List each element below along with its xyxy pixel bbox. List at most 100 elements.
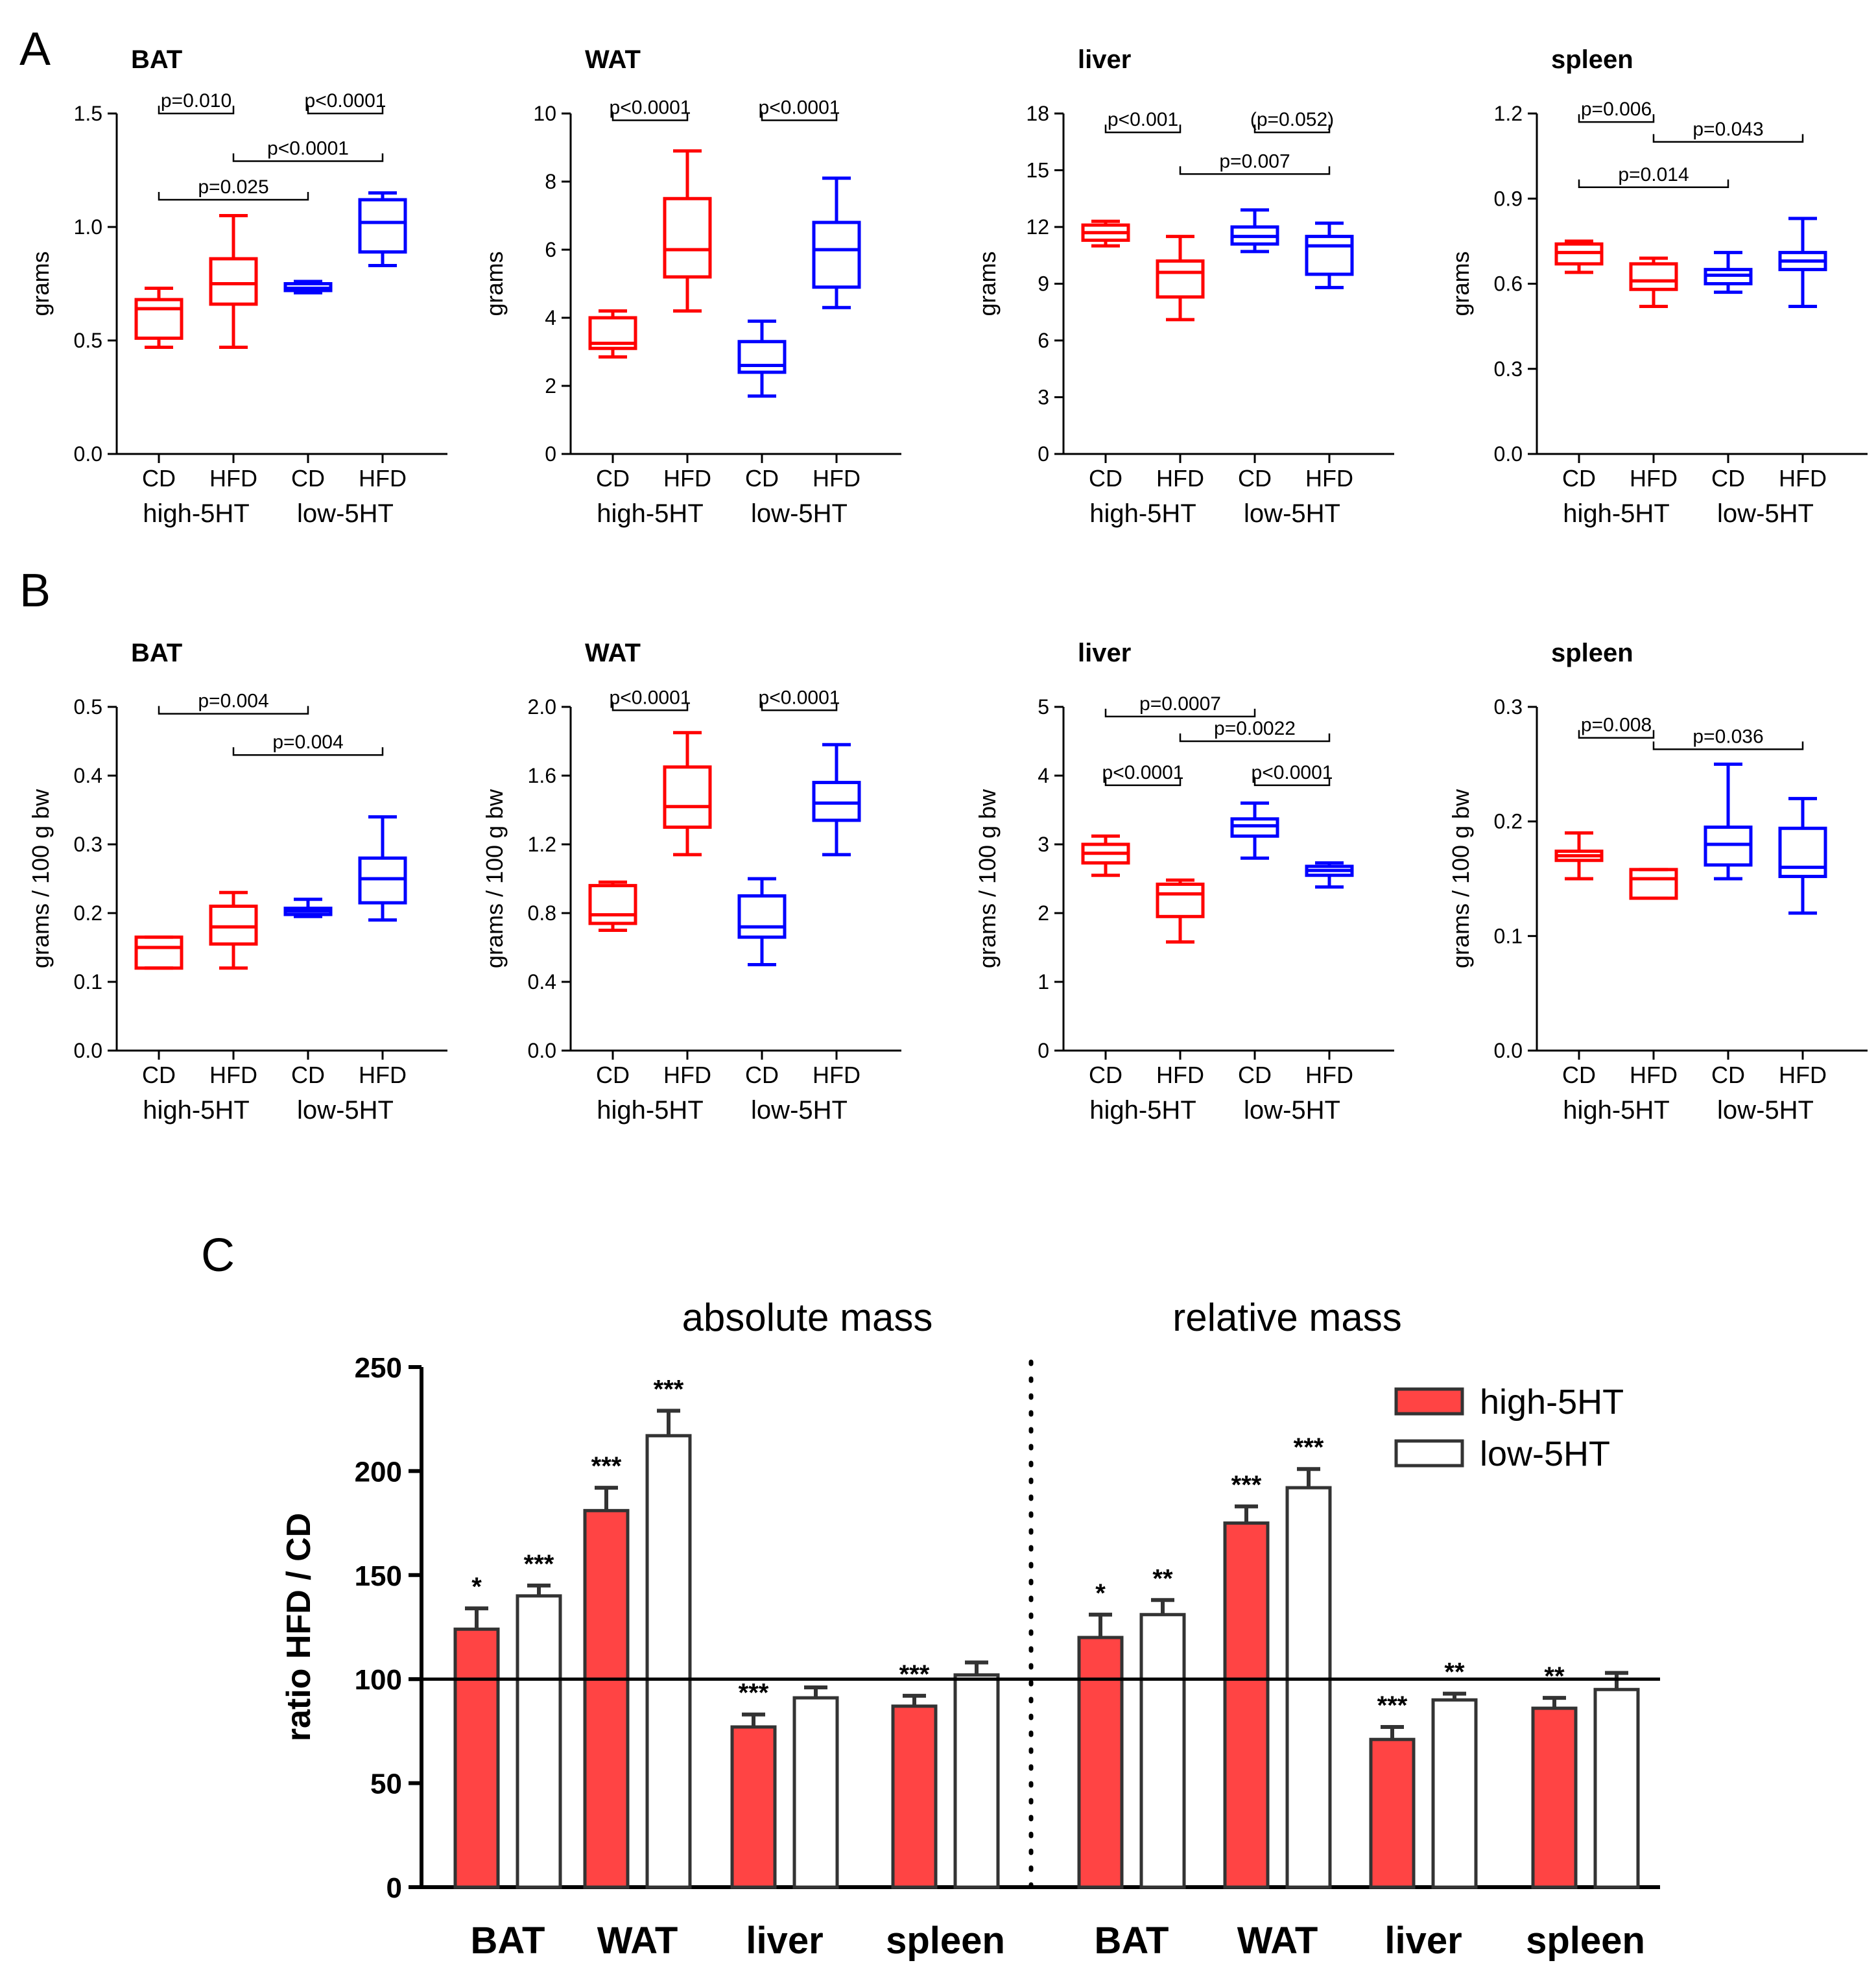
bar-rect <box>891 1704 938 1889</box>
significance-bracket-a-spleen: p=0.043 <box>1652 119 1804 143</box>
significance-bracket-a-wat: p<0.0001 <box>610 97 691 121</box>
x-tick-label-a-spleen: CD <box>1711 465 1745 492</box>
significance-bracket-b-liver: p=0.0022 <box>1179 718 1331 743</box>
bracket-line <box>1104 708 1256 718</box>
bracket-line <box>1652 134 1804 143</box>
significance-stars: ** <box>1544 1662 1565 1691</box>
bracket-line <box>158 192 309 201</box>
significance-bracket-b-liver: p<0.0001 <box>1102 762 1184 787</box>
box-a-wat-high-5ht-cd <box>588 309 637 359</box>
panel-title-a-spleen: spleen <box>1551 45 1633 74</box>
x-tick-label-b-wat: HFD <box>663 1062 711 1088</box>
panel-b-liver: liver 0 1 2 3 4 5 grams / 100 g bw CD HFD CD HFD hig… <box>974 639 1394 1125</box>
significance-bracket-a-bat: p<0.0001 <box>232 138 384 162</box>
y-tick-label-b-wat: 0.0 <box>528 1039 556 1062</box>
x-tick-label-b-spleen: CD <box>1711 1062 1745 1088</box>
y-axis-label-b-bat: grams / 100 g bw <box>27 789 54 968</box>
significance-bracket-a-liver: p<0.001 <box>1104 109 1181 134</box>
bar-rect <box>1139 1613 1186 1889</box>
iqr-box <box>1778 826 1827 878</box>
significance-stars: *** <box>739 1679 769 1708</box>
bar-high-5ht-bat: * <box>1077 1579 1124 1889</box>
box-b-spleen-high-5ht-hfd <box>1629 868 1678 900</box>
bracket-line <box>1578 179 1729 188</box>
box-a-spleen-low-5ht-cd <box>1704 250 1753 294</box>
x-tick-label-b-bat: HFD <box>209 1062 257 1088</box>
bar-rect <box>645 1434 692 1889</box>
iqr-box <box>812 781 861 822</box>
bracket-line <box>761 112 838 121</box>
panel-title-b-spleen: spleen <box>1551 639 1633 667</box>
p-value-label: p=0.004 <box>198 691 268 712</box>
y-axis-label-b-liver: grams / 100 g bw <box>974 789 1001 968</box>
c-category-liver: liver <box>746 1920 823 1962</box>
y-tick-label-b-bat: 0.3 <box>74 833 102 856</box>
significance-bracket-a-spleen: p=0.006 <box>1578 99 1655 123</box>
iqr-box <box>1305 235 1354 276</box>
c-y-tick-label: 50 <box>370 1768 402 1800</box>
bar-high-5ht-wat: *** <box>583 1452 630 1889</box>
x-tick-label-a-liver: CD <box>1089 465 1122 492</box>
panel-a-liver: liver 0 3 6 9 12 15 18 grams CD HFD CD HFD high-5HT lo… <box>974 45 1394 528</box>
bar-high-5ht-liver: *** <box>730 1679 777 1889</box>
y-axis-label-a-liver: grams <box>974 251 1001 316</box>
y-tick-label-b-wat: 0.4 <box>528 970 556 994</box>
box-b-bat-low-5ht-cd <box>283 898 333 918</box>
x-tick-label-a-wat: CD <box>745 465 779 492</box>
group-label-a-spleen: low-5HT <box>1717 499 1814 528</box>
legend-label-low-5ht: low-5HT <box>1480 1434 1610 1473</box>
box-a-spleen-high-5ht-cd <box>1554 239 1604 274</box>
iqr-box <box>663 196 712 279</box>
y-tick-label-b-liver: 4 <box>1038 764 1049 787</box>
box-plot-panels: BAT 0.0 0.5 1.0 1.5 grams CD HFD CD HFD high-5HT lo… <box>27 45 1868 1125</box>
iqr-box <box>134 298 184 340</box>
y-tick-label-a-liver: 15 <box>1026 159 1049 182</box>
group-label-a-wat: low-5HT <box>751 499 848 528</box>
y-tick-label-b-bat: 0.5 <box>74 695 102 719</box>
y-tick-label-a-wat: 10 <box>533 102 556 125</box>
p-value-label: p<0.0001 <box>305 90 386 112</box>
legend-label-high-5ht: high-5HT <box>1480 1383 1624 1422</box>
p-value-label: p=0.0022 <box>1214 718 1296 739</box>
y-tick-label-b-wat: 0.8 <box>528 901 556 925</box>
y-tick-label-b-bat: 0.0 <box>74 1039 102 1062</box>
p-value-label: p<0.0001 <box>759 97 840 119</box>
iqr-box <box>1230 817 1279 838</box>
c-y-tick-label: 100 <box>355 1664 402 1696</box>
y-tick-label-a-spleen: 1.2 <box>1494 102 1523 125</box>
bracket-line <box>307 106 384 115</box>
y-tick-label-b-wat: 1.6 <box>528 764 556 787</box>
y-tick-label-b-bat: 0.4 <box>74 764 102 787</box>
y-tick-label-b-liver: 1 <box>1038 970 1049 994</box>
panel-title-a-bat: BAT <box>131 45 182 74</box>
y-tick-label-a-liver: 0 <box>1038 442 1049 466</box>
box-a-bat-high-5ht-cd <box>134 287 184 349</box>
y-tick-label-a-bat: 0.5 <box>74 329 102 352</box>
p-value-label: p=0.010 <box>161 90 232 112</box>
y-tick-label-a-bat: 1.0 <box>74 215 102 239</box>
significance-bracket-a-liver: p=0.007 <box>1179 150 1331 175</box>
y-tick-label-a-liver: 18 <box>1026 102 1049 125</box>
significance-bracket-b-spleen: p=0.036 <box>1652 726 1804 750</box>
y-tick-label-b-bat: 0.1 <box>74 970 102 994</box>
panel-b-wat: WAT 0.0 0.4 0.8 1.2 1.6 2.0 grams / 100 g bw CD H… <box>481 639 901 1125</box>
box-b-bat-high-5ht-cd <box>134 935 184 970</box>
p-value-label: p<0.0001 <box>1102 762 1184 783</box>
c-category-bat: BAT <box>1095 1920 1169 1962</box>
y-tick-label-a-liver: 6 <box>1038 329 1049 352</box>
significance-bracket-a-wat: p<0.0001 <box>759 97 840 121</box>
significance-stars: *** <box>1231 1471 1262 1499</box>
significance-bracket-b-wat: p<0.0001 <box>610 687 691 711</box>
section-title-relative: relative mass <box>1172 1296 1401 1339</box>
bar-high-5ht-wat: *** <box>1223 1471 1270 1889</box>
iqr-box <box>737 340 787 374</box>
bar-high-5ht-liver: *** <box>1369 1691 1416 1889</box>
bar-low-5ht-wat: *** <box>1285 1433 1332 1889</box>
significance-stars: *** <box>1294 1433 1324 1462</box>
iqr-box <box>588 316 637 350</box>
bracket-line <box>611 112 689 121</box>
panel-title-b-wat: WAT <box>585 639 641 667</box>
legend-swatch-high-5ht <box>1394 1387 1464 1416</box>
bar-rect <box>792 1696 839 1889</box>
